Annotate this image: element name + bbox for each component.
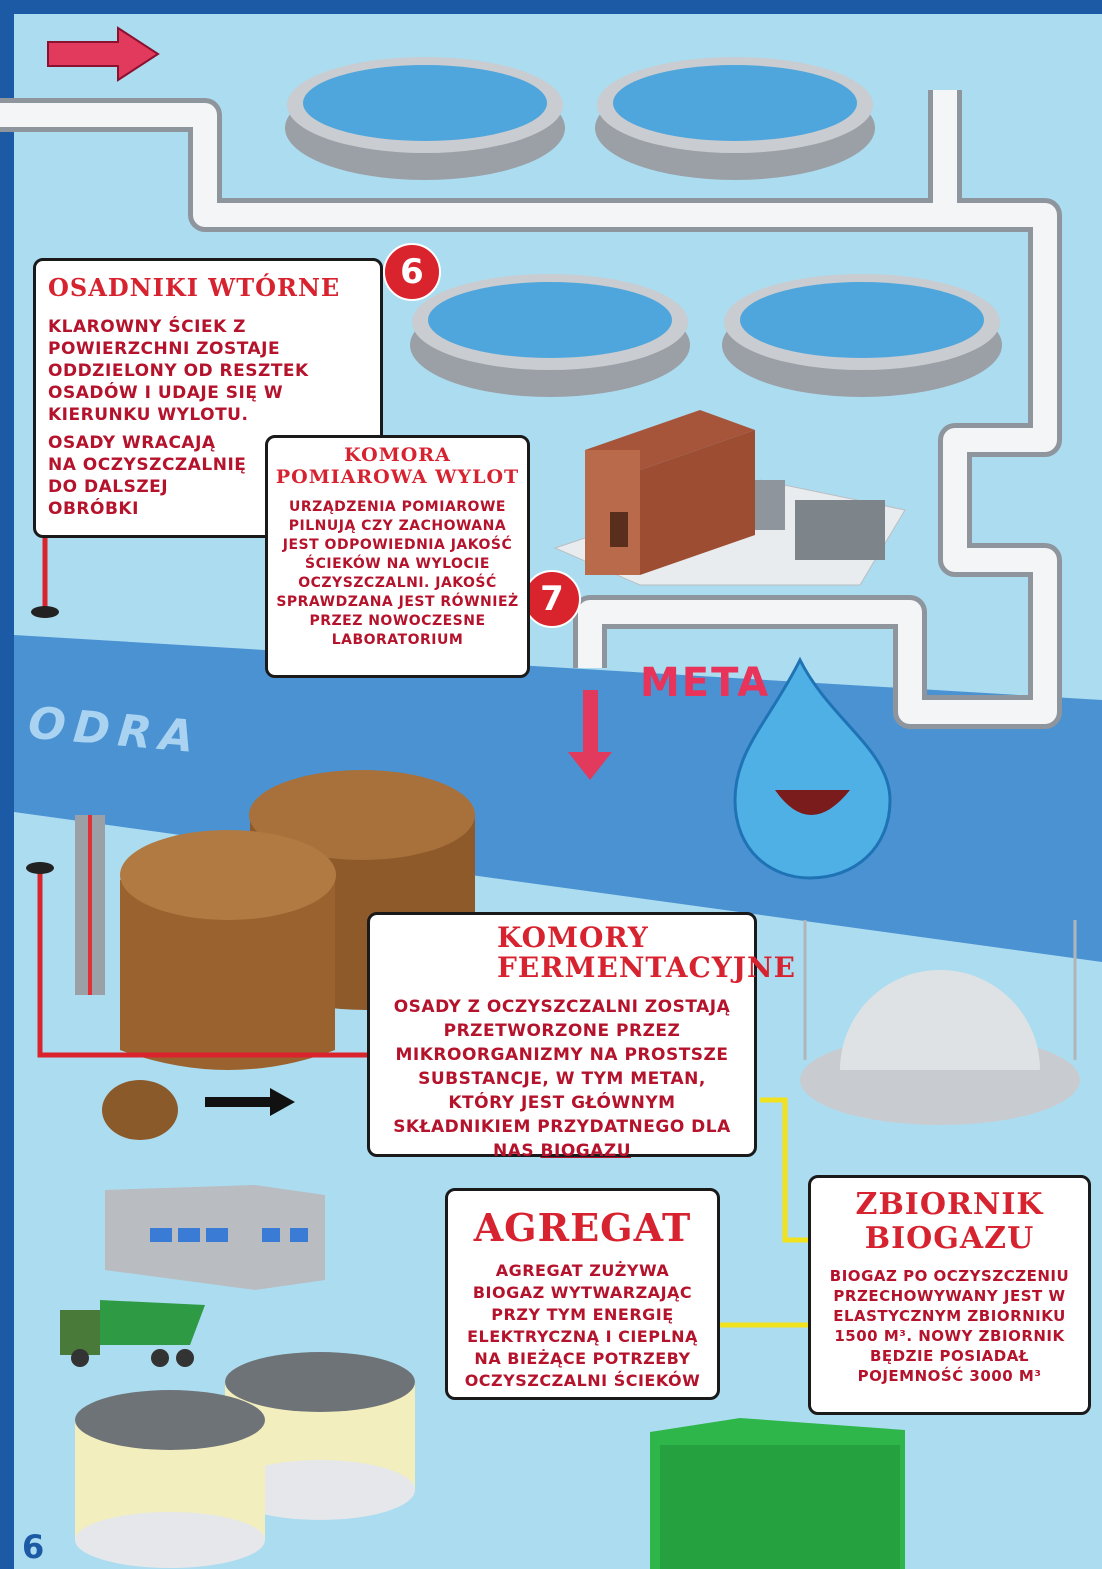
- box-text: AGREGAT ZUŻYWA BIOGAZ WYTWARZAJĄC PRZY T…: [460, 1260, 705, 1392]
- finish-label: META: [640, 660, 770, 706]
- box-title: OSADNIKI WTÓRNE: [48, 273, 368, 302]
- truck: [60, 1300, 205, 1367]
- step-badge: 6: [383, 243, 441, 301]
- page-number: 6: [22, 1528, 44, 1566]
- step-badge: 7: [523, 570, 581, 628]
- box-title: KOMORA POMIAROWA WYLOT: [274, 444, 521, 488]
- measurement-building: [555, 410, 905, 585]
- info-box: KOMORA POMIAROWA WYLOT URZĄDZENIA POMIAR…: [265, 435, 530, 678]
- box-title: ZBIORNIK BIOGAZU: [843, 1188, 1056, 1256]
- box-text: URZĄDZENIA POMIAROWE PILNUJĄ CZY ZACHOWA…: [274, 498, 521, 650]
- info-box: AGREGAT AGREGAT ZUŻYWA BIOGAZ WYTWARZAJĄ…: [445, 1188, 720, 1400]
- manhole: [26, 862, 54, 874]
- info-box: KOMORY FERMENTACYJNE OSADY Z OCZYSZCZALN…: [367, 912, 757, 1157]
- sludge-icon: [102, 1080, 178, 1140]
- highlight: BIOGAZU: [541, 1141, 631, 1161]
- manhole: [31, 606, 59, 618]
- connector: [760, 1100, 808, 1240]
- left-border: [0, 0, 14, 1569]
- box-text: OSADY Z OCZYSZCZALNI ZOSTAJĄ PRZETWORZON…: [382, 995, 742, 1163]
- box-text: OSADY Z OCZYSZCZALNI ZOSTAJĄ PRZETWORZON…: [393, 997, 731, 1161]
- arrow: [205, 1088, 295, 1116]
- box-text: OSADY WRACAJĄ NA OCZYSZCZALNIĘ DO DALSZE…: [48, 432, 248, 520]
- box-title: KOMORY FERMENTACYJNE: [497, 923, 742, 983]
- warehouse: [105, 1185, 325, 1290]
- inflow-arrow: [48, 28, 158, 80]
- page: 6 7 META ODRA OSADNIKI WTÓRNE KLAROWNY Ś…: [0, 0, 1102, 1569]
- box-title: AGREGAT: [460, 1205, 705, 1250]
- top-border: [0, 0, 1102, 14]
- generator-unit: [650, 1418, 905, 1569]
- box-text: KLAROWNY ŚCIEK Z POWIERZCHNI ZOSTAJE ODD…: [48, 316, 318, 426]
- box-text: BIOGAZ PO OCZYSZCZENIU PRZECHOWYWANY JES…: [823, 1266, 1076, 1386]
- sludge-tanks: [75, 1352, 415, 1568]
- info-box: ZBIORNIK BIOGAZU BIOGAZ PO OCZYSZCZENIU …: [808, 1175, 1091, 1415]
